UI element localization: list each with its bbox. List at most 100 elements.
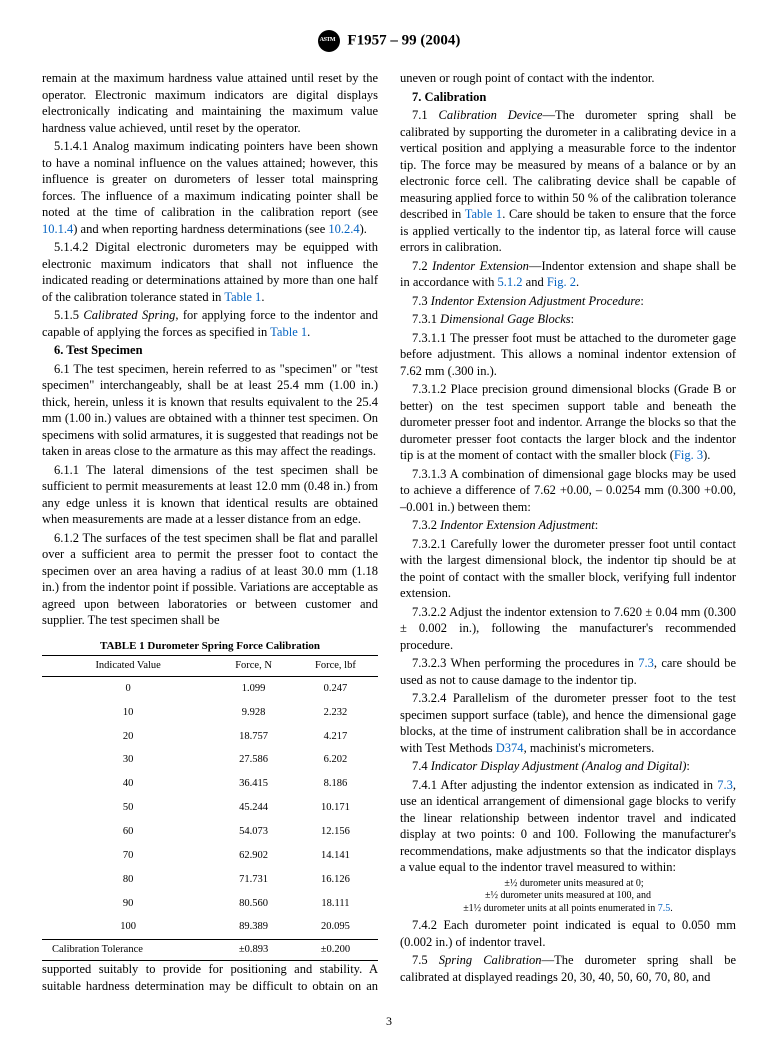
t: 7.1	[412, 108, 439, 122]
para-7-3-2-4: 7.3.2.4 Parallelism of the durometer pre…	[400, 690, 736, 756]
table-cell: 10.171	[293, 796, 378, 820]
tol-n: ±0.893	[214, 940, 293, 961]
t: .	[307, 325, 310, 339]
table-1-title: TABLE 1 Durometer Spring Force Calibrati…	[42, 639, 378, 654]
para-7-3-2-1: 7.3.2.1 Carefully lower the durometer pr…	[400, 536, 736, 602]
table-cell: 9.928	[214, 701, 293, 725]
table-cell: 6.202	[293, 748, 378, 772]
table-row: 01.0990.247	[42, 676, 378, 700]
col-indicated: Indicated Value	[42, 656, 214, 677]
para-6-1-1: 6.1.1 The lateral dimensions of the test…	[42, 462, 378, 528]
astm-logo-icon	[318, 30, 340, 52]
table-cell: 54.073	[214, 820, 293, 844]
ref-7-5[interactable]: 7.5	[658, 903, 671, 914]
table-row: 4036.4158.186	[42, 772, 378, 796]
t: and	[523, 275, 547, 289]
term-indicator-display: Indicator Display Adjustment (Analog and…	[431, 759, 687, 773]
table-cell: 71.731	[214, 868, 293, 892]
section-6-head: 6. Test Specimen	[42, 342, 378, 359]
ref-table-1[interactable]: Table 1	[224, 290, 261, 304]
para-7-3-1: 7.3.1 Dimensional Gage Blocks:	[400, 311, 736, 328]
t: 7.5	[412, 953, 439, 967]
tol-line-3a: ±1½ durometer units at all points enumer…	[463, 903, 658, 914]
table-row: 7062.90214.141	[42, 844, 378, 868]
t: 7.3.1	[412, 312, 440, 326]
body-columns: remain at the maximum hardness value att…	[42, 70, 736, 994]
ref-table-1[interactable]: Table 1	[465, 207, 502, 221]
para-7-1: 7.1 Calibration Device—The durometer spr…	[400, 107, 736, 256]
ref-d374[interactable]: D374	[496, 741, 524, 755]
table-cell: 18.757	[214, 725, 293, 749]
t: 7.3.2	[412, 518, 440, 532]
t: 5.1.4.2 Digital electronic durometers ma…	[42, 240, 378, 304]
table-cell: 20.095	[293, 915, 378, 939]
para-5-1-4-1: 5.1.4.1 Analog maximum indicating pointe…	[42, 138, 378, 237]
table-cell: 70	[42, 844, 214, 868]
designation: F1957 – 99 (2004)	[347, 32, 460, 48]
t: ) and when reporting hardness determinat…	[73, 222, 328, 236]
para-7-3-1-1: 7.3.1.1 The presser foot must be attache…	[400, 330, 736, 380]
ref-fig-2[interactable]: Fig. 2	[547, 275, 576, 289]
table-cell: 2.232	[293, 701, 378, 725]
para-7-3-1-3: 7.3.1.3 A combination of dimensional gag…	[400, 466, 736, 516]
para-remain: remain at the maximum hardness value att…	[42, 70, 378, 136]
table-cell: 89.389	[214, 915, 293, 939]
t: 5.1.4.1 Analog maximum indicating pointe…	[42, 139, 378, 219]
table-cell: 80	[42, 868, 214, 892]
para-6-1-2: 6.1.2 The surfaces of the test specimen …	[42, 530, 378, 629]
table-cell: 4.217	[293, 725, 378, 749]
t: 7.4	[412, 759, 431, 773]
para-7-4-1: 7.4.1 After adjusting the indentor exten…	[400, 777, 736, 876]
table-row: 10089.38920.095	[42, 915, 378, 939]
para-7-4-2: 7.4.2 Each durometer point indicated is …	[400, 917, 736, 950]
t: 7.3.2.3 When performing the procedures i…	[412, 656, 638, 670]
ref-10-1-4[interactable]: 10.1.4	[42, 222, 73, 236]
table-cell: 50	[42, 796, 214, 820]
ref-7-3[interactable]: 7.3	[717, 778, 733, 792]
col-force-lbf: Force, lbf	[293, 656, 378, 677]
para-6-1: 6.1 The test specimen, herein referred t…	[42, 361, 378, 460]
table-row: 8071.73116.126	[42, 868, 378, 892]
table-row: 9080.56018.111	[42, 892, 378, 916]
table-tolerance-row: Calibration Tolerance±0.893±0.200	[42, 940, 378, 961]
table-cell: 90	[42, 892, 214, 916]
t: ).	[703, 448, 710, 462]
para-7-3-2-2: 7.3.2.2 Adjust the indentor extension to…	[400, 604, 736, 654]
table-cell: 1.099	[214, 676, 293, 700]
para-7-2: 7.2 Indentor Extension—Indentor extensio…	[400, 258, 736, 291]
ref-5-1-2[interactable]: 5.1.2	[498, 275, 523, 289]
table-row: 5045.24410.171	[42, 796, 378, 820]
table-1-header-row: Indicated Value Force, N Force, lbf	[42, 656, 378, 677]
table-cell: 60	[42, 820, 214, 844]
table-cell: 100	[42, 915, 214, 939]
table-row: 2018.7574.217	[42, 725, 378, 749]
term-adjustment-procedure: Indentor Extension Adjustment Procedure	[431, 294, 641, 308]
t: 7.4.1 After adjusting the indentor exten…	[412, 778, 717, 792]
tol-label: Calibration Tolerance	[42, 940, 214, 961]
ref-10-2-4[interactable]: 10.2.4	[328, 222, 359, 236]
t: , machinist's micrometers.	[524, 741, 655, 755]
table-cell: 0	[42, 676, 214, 700]
col-force-n: Force, N	[214, 656, 293, 677]
t: —The durometer spring shall be calibrate…	[400, 108, 736, 221]
para-7-5: 7.5 Spring Calibration—The durometer spr…	[400, 952, 736, 985]
t: :	[595, 518, 598, 532]
table-cell: 45.244	[214, 796, 293, 820]
ref-fig-3[interactable]: Fig. 3	[674, 448, 703, 462]
table-cell: 30	[42, 748, 214, 772]
tol-line-3b: .	[670, 903, 673, 914]
table-cell: 14.141	[293, 844, 378, 868]
term-indentor-extension: Indentor Extension	[432, 259, 529, 273]
t: 7.3	[412, 294, 431, 308]
table-cell: 27.586	[214, 748, 293, 772]
t: 5.1.5	[54, 308, 83, 322]
table-cell: 40	[42, 772, 214, 796]
tol-line-1: ±½ durometer units measured at 0;	[504, 878, 643, 889]
t: .	[261, 290, 264, 304]
term-calibrated-spring: Calibrated Spring	[83, 308, 175, 322]
page: F1957 – 99 (2004) remain at the maximum …	[0, 0, 778, 1059]
term-gage-blocks: Dimensional Gage Blocks	[440, 312, 571, 326]
ref-table-1[interactable]: Table 1	[270, 325, 307, 339]
ref-7-3[interactable]: 7.3	[638, 656, 654, 670]
table-cell: 36.415	[214, 772, 293, 796]
